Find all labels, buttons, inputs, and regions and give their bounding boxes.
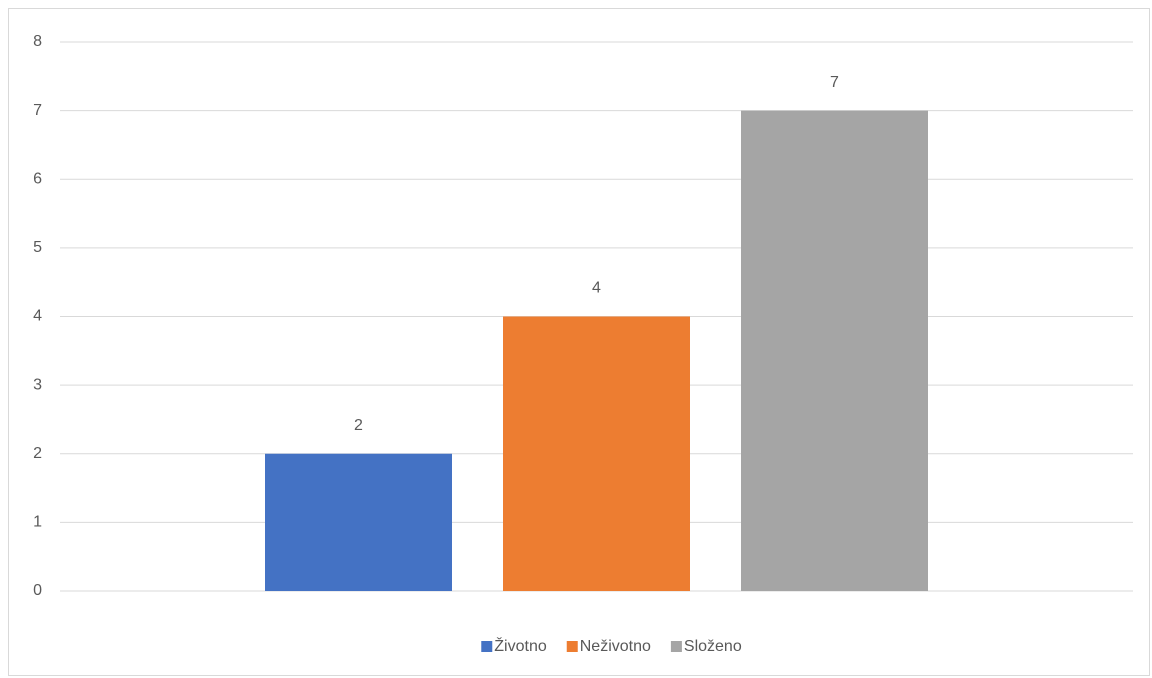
legend-label: Neživotno xyxy=(580,638,651,655)
y-tick-label: 6 xyxy=(33,170,42,187)
y-tick-label: 1 xyxy=(33,514,42,531)
data-label: 4 xyxy=(592,280,601,297)
legend-swatch xyxy=(481,641,493,652)
bar xyxy=(741,110,928,591)
y-tick-label: 2 xyxy=(33,445,42,462)
y-tick-label: 7 xyxy=(33,102,42,119)
legend-swatch xyxy=(566,641,578,652)
y-tick-label: 5 xyxy=(33,239,42,256)
legend-label: Životno xyxy=(494,636,547,655)
y-tick-label: 8 xyxy=(33,33,42,50)
bar xyxy=(503,316,690,591)
y-tick-label: 4 xyxy=(33,308,42,325)
data-label: 2 xyxy=(354,417,363,434)
legend-label: Složeno xyxy=(684,638,742,655)
data-label: 7 xyxy=(830,74,839,91)
y-tick-label: 0 xyxy=(33,582,42,599)
legend-swatch xyxy=(670,641,682,652)
bar xyxy=(265,453,452,591)
y-tick-label: 3 xyxy=(33,376,42,393)
